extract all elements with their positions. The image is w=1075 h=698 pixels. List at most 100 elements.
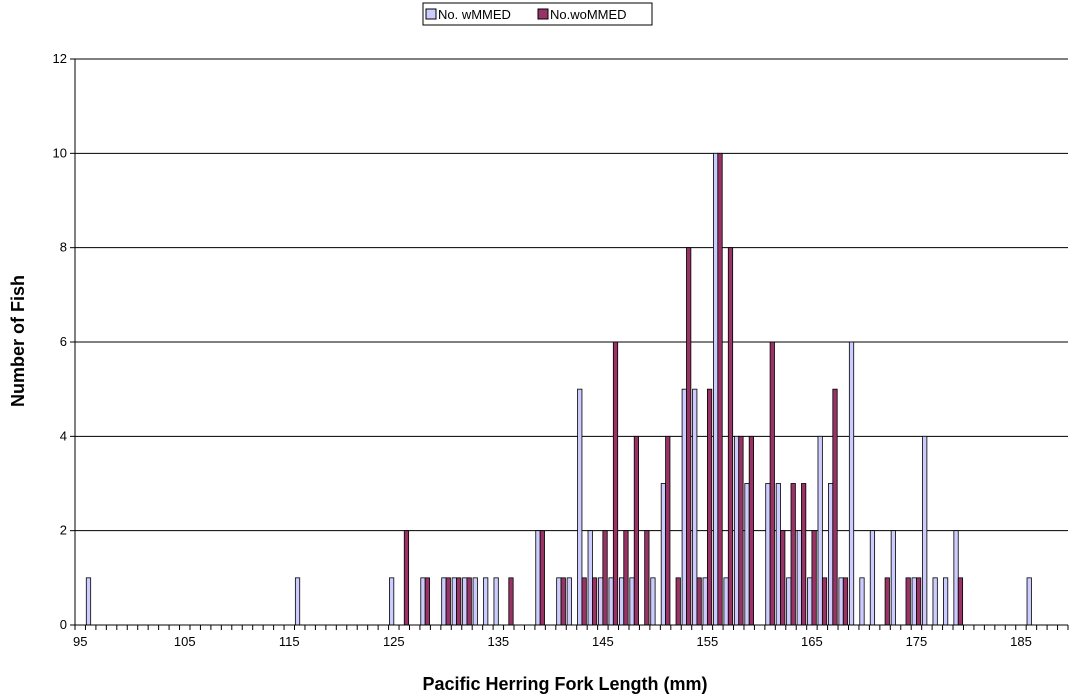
bar-wommed (508, 577, 514, 626)
x-tick-labels: 95 105 115 125 135 145 155 165 175 185 (73, 634, 1032, 649)
bar-wmmed (943, 577, 949, 626)
bar-wmmed (556, 577, 562, 626)
bar-wommed (456, 577, 462, 626)
bar-wommed (633, 435, 640, 626)
x-tick-label: 185 (1010, 634, 1032, 649)
bar-wmmed (953, 530, 959, 626)
y-tick-label: 12 (53, 51, 67, 66)
bar-wommed (905, 577, 911, 626)
bar-wmmed (650, 577, 656, 626)
bar-wmmed (713, 152, 719, 626)
legend: No. wMMED No.woMMED (422, 2, 653, 26)
bar-wommed (706, 388, 713, 626)
bar-wommed (644, 530, 650, 626)
bar-wommed (445, 577, 451, 626)
bar-wommed (602, 530, 608, 626)
y-tick-label: 8 (60, 240, 67, 255)
bar-wommed (717, 152, 723, 626)
bar-wommed (832, 388, 838, 626)
bar-wommed (696, 577, 702, 626)
bar-wommed (424, 577, 430, 626)
bars (85, 152, 1032, 626)
bar-wmmed (1026, 577, 1032, 626)
bar-wommed (780, 530, 786, 626)
bar-wommed (790, 483, 796, 626)
bar-wommed (665, 435, 671, 626)
bar-wmmed (294, 577, 301, 626)
bar-wmmed (535, 530, 541, 626)
bar-wommed (738, 435, 744, 626)
bar-wommed (916, 577, 922, 626)
bar-wmmed (807, 577, 813, 626)
bar-wmmed (462, 577, 468, 626)
legend-swatch-wmmed (425, 8, 437, 20)
bar-wommed (612, 341, 619, 626)
bar-wommed (842, 577, 849, 626)
y-tick-label: 6 (60, 334, 67, 349)
bar-wommed (801, 483, 807, 626)
bar-wmmed (629, 577, 635, 626)
bar-wommed (592, 577, 598, 626)
bar-wmmed (577, 388, 583, 626)
x-tick-label: 145 (592, 634, 614, 649)
bar-wmmed (472, 577, 478, 626)
bar-wmmed (765, 483, 771, 626)
bar-wmmed (838, 577, 844, 626)
bar-wmmed (869, 530, 876, 626)
bar-wmmed (587, 530, 593, 626)
bar-wommed (821, 577, 828, 626)
bar-wmmed (483, 577, 489, 626)
bar-wmmed (389, 577, 395, 626)
bar-wmmed (723, 577, 729, 626)
bar-wommed (466, 577, 472, 626)
bar-wommed (403, 530, 410, 626)
y-tick-labels: 0 2 4 6 8 10 12 (53, 51, 67, 632)
bar-wmmed (932, 577, 938, 626)
x-tick-label: 155 (697, 634, 719, 649)
bar-wmmed (786, 577, 792, 626)
y-axis-title: Number of Fish (8, 275, 28, 407)
bar-wommed (727, 247, 734, 626)
y-tick-label: 2 (60, 523, 67, 538)
bar-wmmed (618, 577, 625, 626)
x-tick-label: 175 (906, 634, 928, 649)
bar-wmmed (441, 577, 447, 626)
bar-wmmed (420, 577, 426, 626)
bar-wommed (748, 435, 754, 626)
bar-wommed (769, 341, 775, 626)
bar-wommed (581, 577, 587, 626)
x-axis-title: Pacific Herring Fork Length (mm) (422, 674, 707, 694)
bar-wmmed (692, 388, 698, 626)
bar-wmmed (817, 435, 823, 626)
bar-wmmed (733, 435, 740, 626)
bar-wmmed (566, 577, 572, 626)
y-tick-label: 10 (53, 145, 67, 160)
bar-wommed (675, 577, 681, 626)
x-tick-label: 115 (279, 634, 300, 649)
legend-swatch-wommed (537, 8, 549, 20)
bar-wmmed (848, 341, 855, 626)
x-tick-label: 135 (487, 634, 509, 649)
bar-wmmed (660, 483, 666, 626)
axes (70, 58, 1069, 630)
legend-label-wommed: No.woMMED (550, 7, 627, 22)
bar-wommed (623, 530, 629, 626)
bar-wmmed (911, 577, 917, 626)
bar-wmmed (859, 577, 865, 626)
x-tick-label: 105 (174, 634, 196, 649)
bar-wmmed (608, 577, 614, 626)
gridlines (75, 58, 1068, 532)
bar-wommed (811, 530, 817, 626)
bar-wommed (560, 577, 566, 626)
legend-label-wmmed: No. wMMED (438, 7, 511, 22)
x-tick-label: 125 (383, 634, 405, 649)
y-tick-label: 4 (60, 428, 67, 443)
bar-wmmed (451, 577, 457, 626)
bar-wmmed (775, 483, 781, 626)
bar-wmmed (796, 530, 802, 626)
bar-wmmed (598, 577, 604, 626)
x-tick-label: 165 (801, 634, 823, 649)
bar-wmmed (702, 577, 708, 626)
bar-wommed (884, 577, 890, 626)
